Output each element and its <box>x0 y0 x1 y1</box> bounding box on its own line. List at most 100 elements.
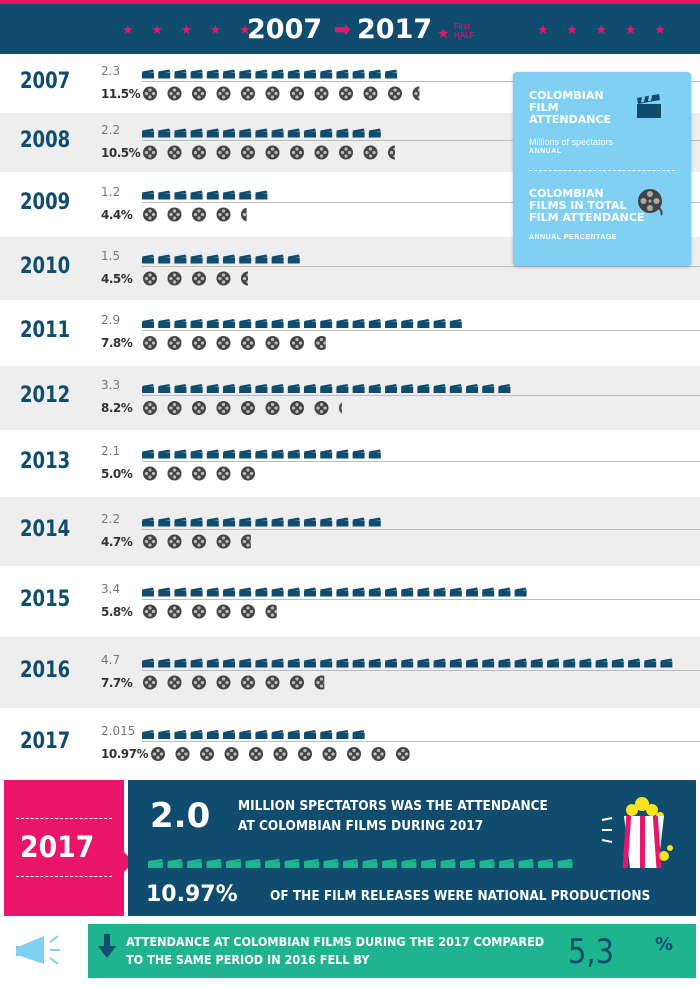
attendance-clapper-mark <box>320 517 333 527</box>
summary-big-value: 2.0 <box>150 796 211 836</box>
share-reel-mark <box>298 747 312 761</box>
share-reel-mark <box>241 466 255 481</box>
footer: ATTENDANCE AT COLOMBIAN FILMS DURING THE… <box>0 916 700 986</box>
share-value-label: 8.2% <box>101 401 133 415</box>
attendance-clapper-mark <box>385 319 397 328</box>
attendance-clapper-mark <box>320 128 333 138</box>
row-divider <box>142 265 700 267</box>
share-reel-mark <box>192 86 206 101</box>
attendance-clapper-mark <box>287 449 300 459</box>
arrow-right-icon: ➡ <box>334 19 351 41</box>
attendance-clapper-mark <box>336 319 349 328</box>
attendance-clapper-mark <box>287 128 300 138</box>
summary-line2: AT COLOMBIAN FILMS DURING 2017 <box>238 818 484 834</box>
share-reel-mark <box>290 336 304 350</box>
share-reel-mark <box>143 401 157 415</box>
attendance-clapper-mark <box>206 128 219 138</box>
attendance-clapper-mark <box>611 658 624 668</box>
attendance-clapper-mark <box>320 384 333 393</box>
table-row: 2009 1.2 4.4% <box>0 172 700 237</box>
row-marks <box>142 517 381 549</box>
attendance-clapper-mark <box>174 384 187 393</box>
row-divider <box>142 460 700 462</box>
footer-value: 5,3 <box>568 932 614 972</box>
table-row: 2015 3.4 5.8% <box>0 566 700 637</box>
footer-symbol: % <box>655 934 674 955</box>
attendance-clapper-mark <box>304 128 316 138</box>
attendance-clapper-mark <box>142 517 154 527</box>
year-label: 2016 <box>20 657 71 683</box>
attendance-clapper-mark <box>498 384 511 393</box>
share-reel-mark <box>265 336 280 350</box>
popcorn-icon <box>601 797 673 868</box>
share-reel-mark <box>216 604 231 619</box>
attendance-clapper-mark <box>368 384 381 393</box>
attendance-clapper-mark <box>466 658 478 668</box>
share-reel-mark <box>241 401 255 415</box>
attendance-clapper-mark <box>239 658 252 668</box>
header-note: First HALF <box>454 22 474 40</box>
attendance-clapper-mark <box>271 254 284 264</box>
attendance-clapper-mark <box>255 449 268 459</box>
summary-divider-top <box>16 818 112 819</box>
attendance-clapper-mark <box>320 730 333 739</box>
attendance-clapper-mark <box>271 517 284 527</box>
attendance-clapper-mark <box>158 319 171 328</box>
attendance-clapper-mark <box>287 254 300 264</box>
row-divider <box>142 201 700 203</box>
share-reel-mark <box>273 747 288 761</box>
share-reel-mark <box>143 271 157 286</box>
share-reel-mark <box>167 466 182 481</box>
attendance-clapper-mark <box>223 730 235 739</box>
attendance-clapper-mark <box>158 449 171 459</box>
share-value-label: 10.5% <box>101 145 141 160</box>
share-reel-mark <box>290 86 304 101</box>
summary-clapper-mark <box>148 859 163 868</box>
attendance-clapper-mark <box>142 384 154 393</box>
attendance-clapper-mark <box>271 128 284 138</box>
attendance-clapper-mark <box>239 69 252 79</box>
share-reel-mark <box>143 336 157 350</box>
stars-left: ★ ★ ★ ★ ★ <box>122 22 258 37</box>
summary-panel: 2017 2.0 MILLION SPECTATORS WAS THE ATTE… <box>4 780 696 916</box>
attendance-clapper-mark <box>449 658 462 668</box>
row-marks <box>142 254 300 286</box>
attendance-clapper-mark <box>304 517 316 527</box>
attendance-clapper-mark <box>352 587 365 597</box>
attendance-clapper-mark <box>304 69 316 79</box>
share-reel-mark <box>249 747 263 761</box>
share-reel-mark <box>216 207 231 222</box>
attendance-clapper-mark <box>239 319 252 328</box>
share-value-label: 4.5% <box>101 271 133 286</box>
attendance-clapper-mark <box>304 587 316 597</box>
share-reel-partial-mark <box>339 402 342 414</box>
attendance-clapper-mark <box>255 69 268 79</box>
row-marks <box>142 658 673 690</box>
attendance-clapper-mark <box>190 730 203 739</box>
share-reel-partial-mark <box>314 675 325 690</box>
share-value-label: 5.8% <box>101 604 133 619</box>
attendance-clapper-mark <box>190 658 203 668</box>
legend-attendance-title-line1: COLOMBIAN <box>529 89 604 102</box>
attendance-clapper-mark <box>239 449 252 459</box>
attendance-clapper-mark <box>142 190 154 200</box>
attendance-clapper-mark <box>142 254 154 264</box>
row-divider <box>142 669 700 671</box>
year-label: 2007 <box>20 68 71 94</box>
legend-share-title-line3: FILM ATTENDANCE <box>529 211 645 224</box>
attendance-clapper-mark <box>336 384 349 393</box>
attendance-value-label: 2.2 <box>101 122 121 137</box>
attendance-value-label: 2.1 <box>101 443 121 458</box>
legend-share-title-line1: COLOMBIAN <box>529 187 604 200</box>
attendance-clapper-mark <box>352 319 365 328</box>
attendance-clapper-mark <box>190 517 203 527</box>
table-row: 2014 2.2 4.7% <box>0 497 700 566</box>
attendance-clapper-mark <box>433 319 446 328</box>
share-reel-mark <box>143 86 157 101</box>
share-value-label: 7.7% <box>101 675 133 690</box>
attendance-clapper-mark <box>368 587 381 597</box>
share-reel-mark <box>143 207 157 222</box>
table-row: 2012 3.3 8.2% <box>0 366 700 430</box>
share-reel-mark <box>216 534 231 549</box>
attendance-clapper-mark <box>239 190 252 200</box>
